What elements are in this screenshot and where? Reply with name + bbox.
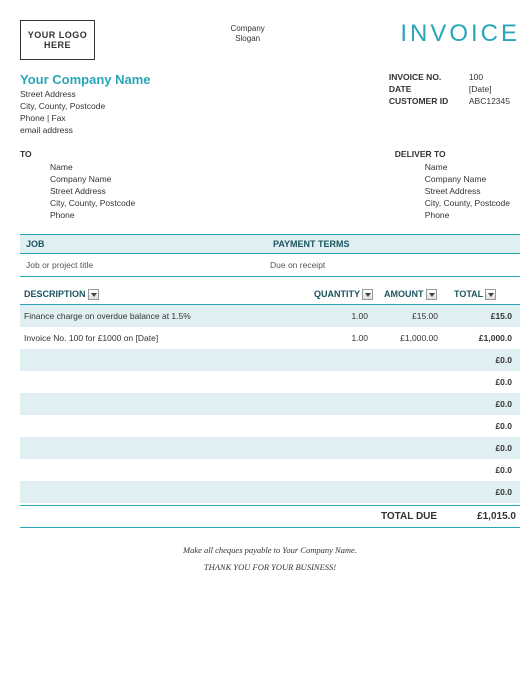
- dropdown-icon[interactable]: [88, 289, 99, 300]
- slogan-label: Slogan: [231, 34, 265, 44]
- to-name: Name: [50, 162, 135, 174]
- header: YOUR LOGO HERE Company Slogan INVOICE: [20, 20, 520, 60]
- company-street: Street Address: [20, 89, 151, 101]
- company-slogan: Company Slogan: [231, 24, 265, 45]
- terms-value: Due on receipt: [270, 260, 514, 270]
- terms-label: PAYMENT TERMS: [273, 235, 520, 253]
- deliver-heading: DELIVER TO: [395, 149, 510, 161]
- total-due-value: £1,015.0: [477, 511, 516, 522]
- td-description: Invoice No. 100 for £1000 on [Date]: [24, 333, 306, 343]
- td-total: £0.0: [446, 487, 516, 497]
- td-total: £1,000.0: [446, 333, 516, 343]
- job-section-bar: JOB PAYMENT TERMS: [20, 234, 520, 254]
- to-row: TO Name Company Name Street Address City…: [20, 149, 520, 222]
- to-heading: TO: [20, 149, 135, 161]
- invoice-no-value: 100: [469, 72, 483, 82]
- td-amount: £15.00: [376, 311, 446, 321]
- td-total: £15.0: [446, 311, 516, 321]
- info-row: Your Company Name Street Address City, C…: [20, 72, 520, 137]
- deliver-phone: Phone: [425, 210, 510, 222]
- company-phone: Phone | Fax: [20, 113, 151, 125]
- th-total-text: TOTAL: [454, 289, 483, 299]
- table-row: £0.0: [20, 437, 520, 459]
- total-due-row: TOTAL DUE £1,015.0: [20, 505, 520, 528]
- customer-id-label: CUSTOMER ID: [389, 96, 469, 108]
- th-total: TOTAL: [450, 285, 520, 304]
- th-description-text: DESCRIPTION: [24, 289, 86, 299]
- invoice-date-label: DATE: [389, 84, 469, 96]
- td-quantity: 1.00: [306, 333, 376, 343]
- company-email: email address: [20, 125, 151, 137]
- footer-line2: THANK YOU FOR YOUR BUSINESS!: [20, 559, 520, 576]
- th-quantity: QUANTITY: [310, 285, 380, 304]
- deliver-name: Name: [425, 162, 510, 174]
- td-total: £0.0: [446, 355, 516, 365]
- td-total: £0.0: [446, 421, 516, 431]
- footer-line1: Make all cheques payable to Your Company…: [20, 542, 520, 559]
- td-total: £0.0: [446, 377, 516, 387]
- company-name: Your Company Name: [20, 72, 151, 87]
- table-row: £0.0: [20, 415, 520, 437]
- to-street: Street Address: [50, 186, 135, 198]
- logo-placeholder: YOUR LOGO HERE: [20, 20, 95, 60]
- table-header: DESCRIPTION QUANTITY AMOUNT TOTAL: [20, 285, 520, 305]
- to-phone: Phone: [50, 210, 135, 222]
- to-company: Company Name: [50, 174, 135, 186]
- table-row: Invoice No. 100 for £1000 on [Date]1.00£…: [20, 327, 520, 349]
- td-amount: £1,000.00: [376, 333, 446, 343]
- job-label: JOB: [20, 235, 273, 253]
- table-row: £0.0: [20, 393, 520, 415]
- invoice-title: INVOICE: [400, 20, 520, 48]
- dropdown-icon[interactable]: [362, 289, 373, 300]
- table-row: Finance charge on overdue balance at 1.5…: [20, 305, 520, 327]
- table-row: £0.0: [20, 349, 520, 371]
- deliver-company: Company Name: [425, 174, 510, 186]
- deliver-block: DELIVER TO Name Company Name Street Addr…: [395, 149, 520, 222]
- td-total: £0.0: [446, 465, 516, 475]
- th-quantity-text: QUANTITY: [314, 289, 360, 299]
- company-address: Your Company Name Street Address City, C…: [20, 72, 151, 137]
- total-due-label: TOTAL DUE: [381, 511, 437, 522]
- company-label: Company: [231, 24, 265, 34]
- footer: Make all cheques payable to Your Company…: [20, 542, 520, 576]
- td-description: Finance charge on overdue balance at 1.5…: [24, 311, 306, 321]
- table-body: Finance charge on overdue balance at 1.5…: [20, 305, 520, 503]
- invoice-no-label: INVOICE NO.: [389, 72, 469, 84]
- table-row: £0.0: [20, 459, 520, 481]
- deliver-city: City, County, Postcode: [425, 198, 510, 210]
- customer-id-value: ABC12345: [469, 96, 510, 106]
- company-city: City, County, Postcode: [20, 101, 151, 113]
- job-sub-row: Job or project title Due on receipt: [20, 254, 520, 277]
- td-total: £0.0: [446, 443, 516, 453]
- th-amount-text: AMOUNT: [384, 289, 424, 299]
- dropdown-icon[interactable]: [485, 289, 496, 300]
- th-description: DESCRIPTION: [20, 285, 310, 304]
- th-amount: AMOUNT: [380, 285, 450, 304]
- invoice-date-value: [Date]: [469, 84, 492, 94]
- dropdown-icon[interactable]: [426, 289, 437, 300]
- td-quantity: 1.00: [306, 311, 376, 321]
- invoice-meta: INVOICE NO.100 DATE[Date] CUSTOMER IDABC…: [389, 72, 520, 137]
- table-row: £0.0: [20, 481, 520, 503]
- deliver-street: Street Address: [425, 186, 510, 198]
- job-value: Job or project title: [26, 260, 270, 270]
- to-city: City, County, Postcode: [50, 198, 135, 210]
- to-block: TO Name Company Name Street Address City…: [20, 149, 135, 222]
- td-total: £0.0: [446, 399, 516, 409]
- table-row: £0.0: [20, 371, 520, 393]
